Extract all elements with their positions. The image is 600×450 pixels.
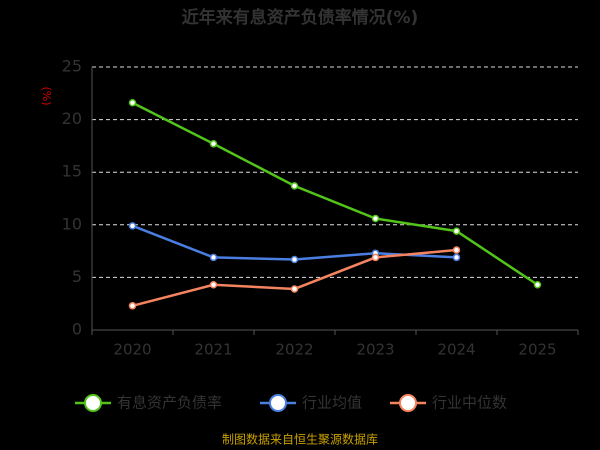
data-point (533, 281, 542, 289)
y-tick-label: 0 (72, 320, 82, 339)
data-point (290, 285, 299, 293)
y-tick-label: 15 (62, 162, 82, 181)
data-point (209, 140, 218, 148)
data-point (290, 182, 299, 190)
data-point (128, 302, 137, 310)
series-line (131, 101, 539, 286)
x-tick-label: 2020 (113, 341, 151, 359)
legend-label: 行业中位数 (432, 394, 507, 412)
data-point (209, 253, 218, 262)
data-point (371, 253, 380, 262)
x-tick-label: 2021 (194, 341, 232, 359)
data-point (290, 255, 299, 264)
data-point (452, 246, 461, 254)
x-tick-label: 2024 (437, 341, 475, 359)
y-axis-label: (%) (40, 86, 53, 105)
x-tick-label: 2022 (275, 341, 313, 359)
data-point (128, 99, 137, 107)
y-tick-label: 5 (72, 267, 82, 286)
x-tick-label: 2025 (518, 341, 556, 359)
data-point (371, 214, 380, 223)
legend-label: 有息资产负债率 (117, 394, 222, 412)
x-tick-label: 2023 (356, 341, 394, 359)
legend-label: 行业均值 (302, 394, 362, 412)
data-point (128, 222, 137, 230)
legend-marker (399, 394, 417, 412)
y-tick-label: 20 (62, 109, 82, 128)
source-note: 制图数据来自恒生聚源数据库 (222, 432, 378, 447)
legend-marker (269, 394, 287, 412)
data-point (452, 227, 461, 235)
legend-marker (84, 394, 102, 412)
chart-title: 近年来有息资产负债率情况(%) (182, 7, 419, 28)
data-point (452, 253, 461, 262)
y-tick-label: 10 (62, 214, 82, 233)
y-tick-label: 25 (62, 57, 82, 76)
data-point (209, 281, 218, 289)
